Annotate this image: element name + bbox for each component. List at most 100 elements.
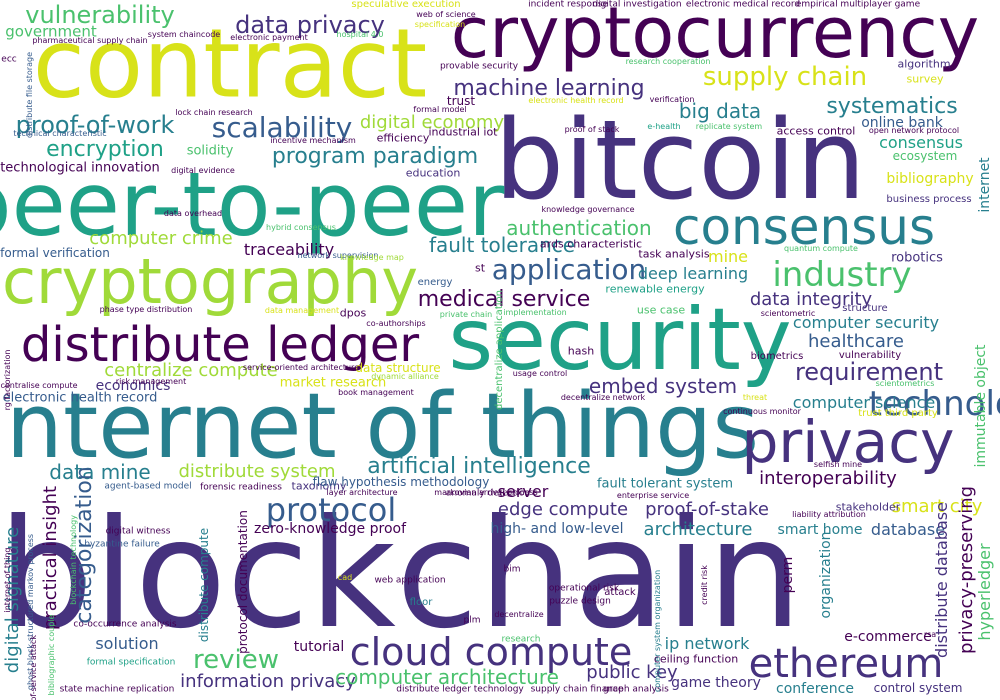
- word-program-paradigm: program paradigm: [271, 144, 479, 169]
- word-formal-specification: formal specification: [86, 657, 176, 668]
- word-trust: trust: [446, 94, 476, 108]
- word-electronic-health-record: electronic health record: [2, 390, 158, 406]
- word-review: review: [193, 645, 279, 675]
- word-dynamic-alliance: dynamic alliance: [371, 372, 439, 381]
- word-energy: energy: [417, 277, 453, 288]
- word-st: st: [474, 261, 486, 275]
- word-use-case: use case: [636, 303, 686, 317]
- word-internet: internet: [977, 157, 993, 213]
- word-fault-tolerance: fault tolerance: [428, 233, 576, 257]
- word-biometrics: biometrics: [750, 351, 804, 362]
- word-blockchain-technology: blockchain technology: [69, 515, 78, 605]
- word-government: government: [5, 22, 97, 41]
- word-internet-of-thing: internet of thing: [3, 547, 12, 613]
- word-distribute-file-storage: distribute file storage: [25, 52, 34, 138]
- word-medical-service: medical service: [417, 287, 591, 312]
- word-education: education: [405, 166, 461, 180]
- word-computer-crime: computer crime: [89, 228, 233, 249]
- word-encryption: encryption: [46, 137, 164, 162]
- word-incentive-mechanism: incentive mechanism: [270, 136, 356, 145]
- word-lock-chain-research: lock chain research: [175, 108, 253, 117]
- word-consensus: consensus: [672, 198, 936, 256]
- word-e-commerce: e-commerce: [844, 629, 932, 645]
- word-system-chaincode: system chaincode: [147, 30, 221, 39]
- word-web-of-science: web of science: [416, 10, 476, 19]
- word-cad: cad: [337, 573, 353, 582]
- word-hash: hash: [567, 344, 595, 358]
- word-digital-economy: digital economy: [359, 112, 505, 133]
- word-traceability: traceability: [243, 240, 335, 259]
- word-computer-architecture: computer architecture: [335, 665, 559, 689]
- word-technological-innovation: technological innovation: [0, 160, 160, 176]
- word-decentralize-network: decentralize network: [560, 393, 646, 402]
- word-phase-type-distribution: phase type distribution: [99, 305, 193, 314]
- word-supply-chain: supply chain: [702, 62, 868, 92]
- word-online-bank: online bank: [861, 115, 943, 131]
- word-threat: threat: [742, 393, 768, 402]
- word-structure: structure: [842, 303, 888, 314]
- word-authentication: authentication: [506, 216, 652, 240]
- word-bibliographic-couple: bibliographic couple: [47, 614, 56, 696]
- word-operational-risk: operational risk: [548, 583, 620, 594]
- word-edge-compute: edge compute: [497, 499, 629, 520]
- word-proof-of-work: proof-of-work: [15, 111, 175, 139]
- word-protocol: protocol: [265, 491, 397, 529]
- word-mine: mine: [707, 247, 749, 266]
- word-replicate-system: replicate system: [695, 122, 763, 131]
- word-enterprise-service: enterprise service: [616, 491, 690, 500]
- word-blockchain: blockchain: [0, 488, 803, 662]
- word-electronic-payment: electronic payment: [230, 33, 308, 42]
- word-electronic-health-record: electronic health record: [528, 96, 624, 105]
- word-smart-city: smart city: [891, 496, 983, 517]
- word-vulnerability: vulnerability: [25, 1, 175, 29]
- word-ceiling-function: ceiling function: [653, 652, 739, 666]
- word-requirement: requirement: [794, 358, 944, 386]
- word-rg-factorization: rg factorization: [3, 349, 12, 411]
- word-plm: plm: [463, 615, 481, 626]
- word-economics: economics: [95, 378, 171, 394]
- word-interoperability: interoperability: [759, 468, 897, 489]
- word-data-management: data management: [264, 306, 340, 315]
- word-research: research: [501, 634, 541, 645]
- word-ecc: ecc: [1, 54, 17, 65]
- word-ip-network: ip network: [664, 634, 750, 653]
- word-liability-attribution: liability attribution: [792, 510, 866, 519]
- word-computer-security: computer security: [792, 313, 940, 332]
- word-fault-tolerant-system: fault tolerant system: [596, 476, 734, 492]
- word-proof-of-stake: proof-of-stake: [645, 499, 769, 520]
- word-market-research: market research: [279, 375, 387, 391]
- word-speculative-execution: speculative execution: [351, 0, 461, 10]
- word-distribute-ledger-technology: distribute ledger technology: [396, 684, 524, 695]
- word-risk-management: risk management: [115, 377, 187, 386]
- word-provable-security: provable security: [439, 61, 519, 72]
- word-selfish-mine: selfish mine: [813, 460, 863, 469]
- word-distribute-compute: distribute compute: [197, 527, 211, 643]
- word-industry: industry: [772, 255, 912, 295]
- word-private-chain: private chain: [439, 310, 493, 319]
- word-information-privacy: information privacy: [180, 671, 356, 692]
- word-technical-characteristic: technical characteristic: [13, 129, 107, 138]
- word-empirical-multiplayer-game: empirical multiplayer game: [795, 0, 921, 10]
- word-ards-characteristic: ards characteristic: [539, 237, 643, 251]
- word-access-control: access control: [776, 124, 856, 138]
- word-knowledge-governance: knowledge governance: [541, 205, 635, 214]
- word-book-management: book management: [338, 388, 414, 397]
- word-incident-response: incident response: [528, 0, 608, 10]
- word-service-oriented-architecture: service-oriented architecture: [242, 363, 360, 372]
- word-bim: bim: [503, 564, 521, 575]
- word-bitcoin: bitcoin: [494, 96, 866, 224]
- word-co-authorships: co-authorships: [366, 319, 426, 328]
- word-credit-risk: credit risk: [700, 565, 709, 605]
- word-robotics: robotics: [891, 250, 943, 266]
- word-puzzle-design: puzzle design: [549, 596, 611, 607]
- word-ethereum: ethereum: [748, 641, 944, 687]
- word-implementation: implementation: [503, 308, 567, 317]
- word-computer-science: computer science: [792, 393, 936, 412]
- word-renewable-energy: renewable energy: [605, 282, 705, 296]
- word-co-occurrence-analysis: co-occurrence analysis: [73, 619, 177, 630]
- word-scientometric: scientometric: [760, 309, 816, 318]
- word-byzantine-failure: byzantine failure: [84, 539, 160, 550]
- word-quantum-compute: quantum compute: [784, 244, 858, 253]
- word-decentralize-application: decentralize application: [494, 290, 505, 410]
- word-flaw-hypothesis-methodology: flaw hypothesis methodology: [312, 475, 490, 489]
